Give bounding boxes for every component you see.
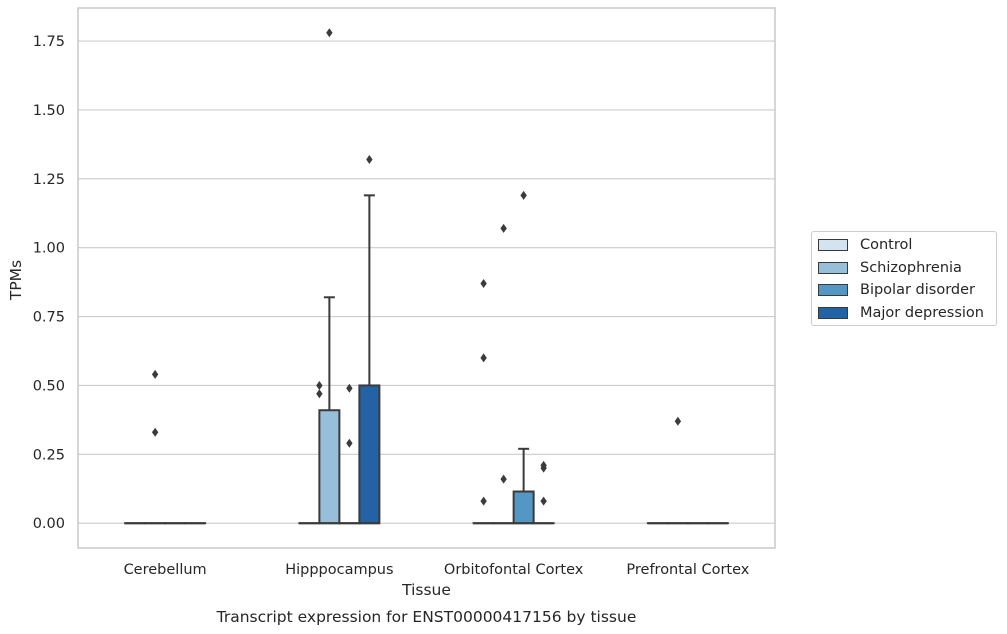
- plot-frame: [77, 7, 776, 549]
- outlier-point: [346, 383, 353, 393]
- box: [512, 490, 535, 525]
- x-tick-label: Prefrontal Cortex: [626, 562, 749, 578]
- legend-item-major-depression: Major depression: [818, 302, 984, 324]
- outlier-point: [674, 416, 682, 426]
- box: [358, 384, 381, 525]
- x-tick-label: Hipppocampus: [285, 562, 393, 578]
- outlier-point: [366, 155, 373, 165]
- box: [318, 409, 341, 525]
- outlier-point: [480, 279, 487, 289]
- y-tick-label: 0.25: [33, 447, 65, 463]
- legend-label-schizophrenia: Schizophrenia: [860, 260, 962, 276]
- x-tick-label: Orbitofontal Cortex: [444, 562, 584, 578]
- y-tick-label: 1.50: [33, 103, 65, 119]
- y-tick-label: 1.75: [33, 34, 65, 50]
- outlier-point: [540, 496, 547, 506]
- legend-item-schizophrenia: Schizophrenia: [818, 257, 962, 279]
- outlier-point: [500, 474, 507, 484]
- outlier-point: [151, 369, 159, 379]
- legend-label-major-depression: Major depression: [860, 305, 984, 321]
- chart-legend: Control Schizophrenia Bipolar disorder M…: [811, 231, 997, 326]
- x-tick-label: Cerebellum: [124, 562, 207, 578]
- outlier-point: [326, 28, 333, 38]
- y-axis-label: TPMs: [7, 260, 25, 301]
- legend-swatch-schizophrenia: [818, 262, 848, 274]
- legend-swatch-control: [818, 239, 848, 251]
- outlier-point: [520, 190, 527, 200]
- y-tick-label: 1.25: [33, 172, 65, 188]
- outlier-point: [316, 380, 323, 390]
- outlier-point: [480, 353, 487, 363]
- legend-item-bipolar-disorder: Bipolar disorder: [818, 279, 975, 301]
- outlier-point: [480, 496, 487, 506]
- legend-label-bipolar-disorder: Bipolar disorder: [860, 282, 975, 298]
- y-tick-label: 1.00: [33, 241, 65, 257]
- chart-title: Transcript expression for ENST0000041715…: [216, 608, 637, 626]
- outlier-point: [316, 389, 323, 399]
- outlier-point: [540, 463, 547, 473]
- legend-label-control: Control: [860, 237, 913, 253]
- outlier-point: [500, 223, 507, 233]
- legend-item-control: Control: [818, 234, 912, 256]
- legend-swatch-major-depression: [818, 307, 848, 319]
- y-tick-label: 0.00: [33, 516, 65, 532]
- legend-swatch-bipolar-disorder: [818, 284, 848, 296]
- outlier-point: [151, 427, 159, 437]
- outlier-point: [346, 438, 353, 448]
- x-axis-label: Tissue: [401, 581, 451, 599]
- y-tick-label: 0.75: [33, 310, 65, 326]
- y-tick-label: 0.50: [33, 378, 65, 394]
